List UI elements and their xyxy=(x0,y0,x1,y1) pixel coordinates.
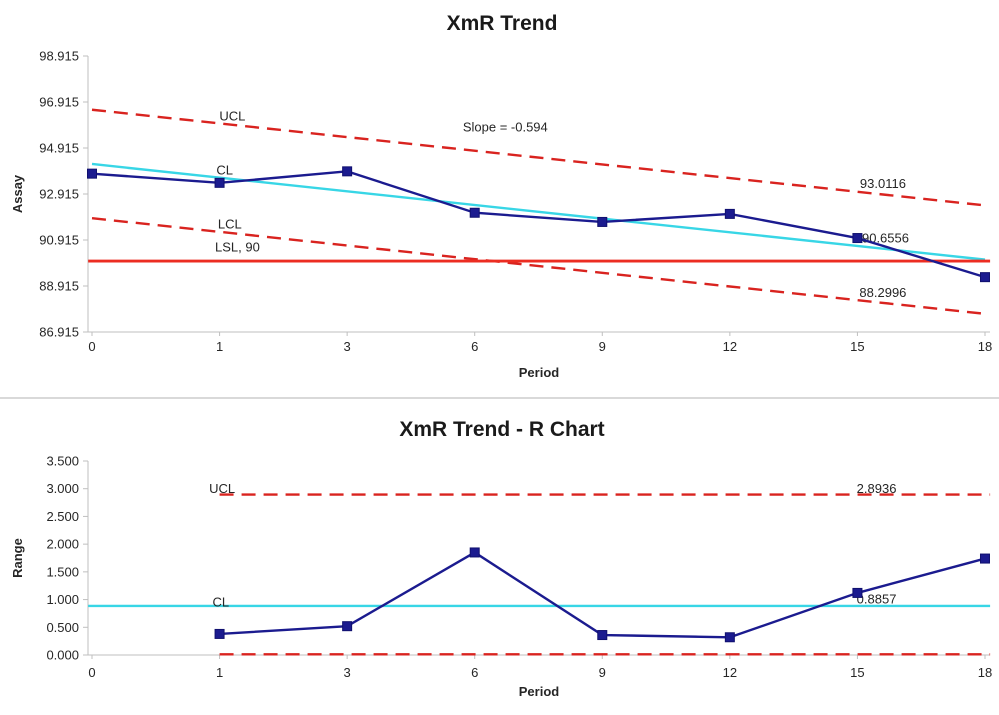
x-tick-label: 1 xyxy=(216,665,223,680)
y-tick-label: 86.915 xyxy=(39,325,79,340)
x-tick-label: 18 xyxy=(978,339,992,354)
x-tick-label: 15 xyxy=(850,665,864,680)
annotation-label: UCL xyxy=(209,481,235,496)
data-point-marker xyxy=(469,207,480,218)
ucl-line xyxy=(91,108,986,207)
x-tick-label: 9 xyxy=(599,665,606,680)
x-tick-label: 9 xyxy=(599,339,606,354)
lcl-line xyxy=(91,216,986,316)
x-tick-label: 3 xyxy=(344,339,351,354)
annotation-label: 0.8857 xyxy=(857,592,897,607)
data-point-marker xyxy=(597,630,608,641)
y-tick-label: 98.915 xyxy=(39,49,79,64)
data-point-marker xyxy=(469,547,480,558)
y-tick-label: 92.915 xyxy=(39,187,79,202)
annotation-label: UCL xyxy=(219,109,245,124)
y-tick-label: 2.500 xyxy=(46,509,79,524)
x-tick-label: 0 xyxy=(88,339,95,354)
chart1-x-axis-title: Period xyxy=(519,365,560,380)
chart1-y-axis-title: Assay xyxy=(10,174,25,213)
data-point-marker xyxy=(852,587,863,598)
x-tick-label: 1 xyxy=(216,339,223,354)
data-point-marker xyxy=(852,233,863,244)
data-point-marker xyxy=(342,621,353,632)
y-tick-label: 0.000 xyxy=(46,648,79,663)
y-tick-label: 2.000 xyxy=(46,537,79,552)
x-tick-label: 15 xyxy=(850,339,864,354)
y-tick-label: 1.000 xyxy=(46,592,79,607)
annotation-label: LCL xyxy=(218,216,242,231)
x-tick-label: 3 xyxy=(344,665,351,680)
annotation-label: LSL, 90 xyxy=(215,239,260,254)
annotation-label: CL xyxy=(213,594,230,609)
chart2-plot-area: 0.000 0.500 1.000 1.500 2.000 2.500 3.000 3.500… xyxy=(46,454,992,681)
chart1-title: XmR Trend xyxy=(447,12,558,35)
data-point-marker xyxy=(214,177,225,188)
data-point-marker xyxy=(979,553,990,564)
data-point-marker xyxy=(724,632,735,643)
annotation-label: Slope = -0.594 xyxy=(463,120,548,135)
annotation-label: 90.6556 xyxy=(862,231,909,246)
y-tick-label: 88.915 xyxy=(39,279,79,294)
data-point-marker xyxy=(87,168,97,179)
annotation-label: CL xyxy=(216,163,233,178)
x-tick-label: 6 xyxy=(471,665,478,680)
chart2-x-axis-title: Period xyxy=(519,684,560,699)
chart2-y-axis-title: Range xyxy=(10,538,25,578)
x-tick-label: 12 xyxy=(723,665,737,680)
data-point-marker xyxy=(597,216,608,227)
chart2-title: XmR Trend - R Chart xyxy=(399,418,604,441)
data-point-marker xyxy=(214,628,225,639)
y-tick-label: 0.500 xyxy=(46,620,79,635)
y-tick-label: 90.915 xyxy=(39,233,79,248)
x-tick-label: 0 xyxy=(88,665,95,680)
y-tick-label: 3.000 xyxy=(46,481,79,496)
series-line xyxy=(91,170,986,279)
annotation-label: 88.2996 xyxy=(859,285,906,300)
y-tick-label: 3.500 xyxy=(46,454,79,469)
x-tick-label: 6 xyxy=(471,339,478,354)
x-tick-label: 12 xyxy=(723,339,737,354)
annotation-label: 2.8936 xyxy=(857,481,897,496)
chart1-plot-area: 86.915 88.915 90.915 92.915 94.915 96.915 98.9… xyxy=(39,49,992,355)
y-tick-label: 94.915 xyxy=(39,141,79,156)
y-tick-label: 96.915 xyxy=(39,95,79,110)
data-point-marker xyxy=(724,208,735,219)
x-tick-label: 18 xyxy=(978,665,992,680)
data-point-marker xyxy=(979,272,990,283)
xmr-trend-chart: XmR Trend Assay Period 86.915 88.915 90.91… xyxy=(10,12,992,380)
r-chart: XmR Trend - R Chart Range Period 0.0000.… xyxy=(10,418,992,699)
annotation-label: 93.0116 xyxy=(860,176,906,191)
y-tick-label: 1.500 xyxy=(46,564,79,579)
data-point-marker xyxy=(342,166,353,177)
